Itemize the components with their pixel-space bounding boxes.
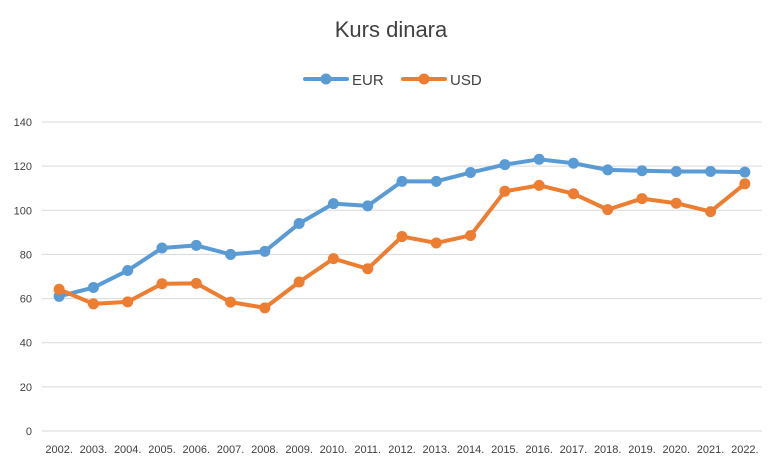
data-point-usd [362,263,374,275]
data-point-eur [499,159,511,171]
x-tick-label: 2015. [491,444,519,456]
data-point-usd [739,178,751,190]
data-point-usd [567,188,579,200]
x-tick-label: 2017. [560,444,588,456]
y-tick-label: 120 [14,161,32,173]
data-point-eur [259,245,271,257]
data-point-usd [602,204,614,216]
data-point-eur [465,167,477,179]
y-tick-label: 80 [20,249,32,261]
x-tick-label: 2020. [663,444,691,456]
data-point-usd [396,231,408,243]
gridlines [42,121,762,432]
legend-marker-usd [418,73,430,85]
data-point-usd [430,237,442,249]
legend-label-eur: EUR [352,72,384,89]
x-tick-label: 2018. [594,444,622,456]
y-tick-label: 100 [14,205,32,217]
data-point-usd [327,253,339,265]
x-tick-label: 2010. [320,444,348,456]
chart-title: Kurs dinara [335,17,448,42]
x-tick-label: 2004. [114,444,142,456]
data-point-eur [156,242,168,254]
data-point-usd [53,283,65,295]
data-point-usd [533,179,545,191]
data-point-usd [465,229,477,241]
data-point-usd [499,185,511,197]
y-tick-label: 60 [20,294,32,306]
x-tick-label: 2012. [388,444,416,456]
data-point-eur [705,165,717,177]
y-tick-label: 140 [14,117,32,129]
data-point-usd [156,278,168,290]
y-tick-label: 0 [26,426,32,438]
x-tick-label: 2009. [285,444,313,456]
x-tick-label: 2008. [251,444,279,456]
data-point-eur [293,218,305,230]
data-point-eur [362,200,374,212]
x-tick-label: 2014. [457,444,485,456]
data-point-eur [636,165,648,177]
data-point-usd [670,197,682,209]
x-tick-label: 2007. [217,444,245,456]
data-point-usd [636,193,648,205]
data-point-usd [87,298,99,310]
data-point-usd [259,302,271,314]
data-point-eur [430,175,442,187]
data-point-eur [533,153,545,165]
legend: EUR USD [303,72,482,89]
data-point-eur [225,248,237,260]
legend-entry-usd: USD [401,72,482,89]
data-point-usd [225,296,237,308]
data-point-eur [602,164,614,176]
data-point-usd [190,277,202,289]
legend-label-usd: USD [450,72,482,89]
data-point-eur [739,166,751,178]
x-tick-label: 2016. [525,444,553,456]
x-tick-label: 2006. [183,444,211,456]
y-axis-tick-labels: 0 20 40 60 80 100 120 140 [14,117,32,438]
x-tick-label: 2005. [148,444,176,456]
data-point-eur [396,175,408,187]
data-point-usd [122,296,134,308]
series-usd [53,178,751,314]
legend-marker-eur [320,73,332,85]
y-tick-label: 40 [20,338,32,350]
x-tick-label: 2011. [354,444,381,456]
x-tick-label: 2013. [423,444,451,456]
legend-entry-eur: EUR [303,72,384,89]
data-point-eur [190,239,202,251]
x-tick-label: 2019. [628,444,656,456]
y-tick-label: 20 [20,382,32,394]
series-eur [53,153,751,302]
data-point-eur [567,157,579,169]
data-point-usd [293,276,305,288]
data-point-usd [705,206,717,218]
series-layer [53,153,751,314]
x-tick-label: 2022. [731,444,759,456]
x-tick-label: 2021. [697,444,725,456]
x-axis-tick-labels: 2002. 2003. 2004. 2005. 2006. 2007. 2008. 2009.… [45,444,758,456]
x-tick-label: 2002. [45,444,73,456]
data-point-eur [670,165,682,177]
data-point-eur [122,265,134,277]
data-point-eur [327,198,339,210]
data-point-eur [87,282,99,294]
x-tick-label: 2003. [80,444,108,456]
